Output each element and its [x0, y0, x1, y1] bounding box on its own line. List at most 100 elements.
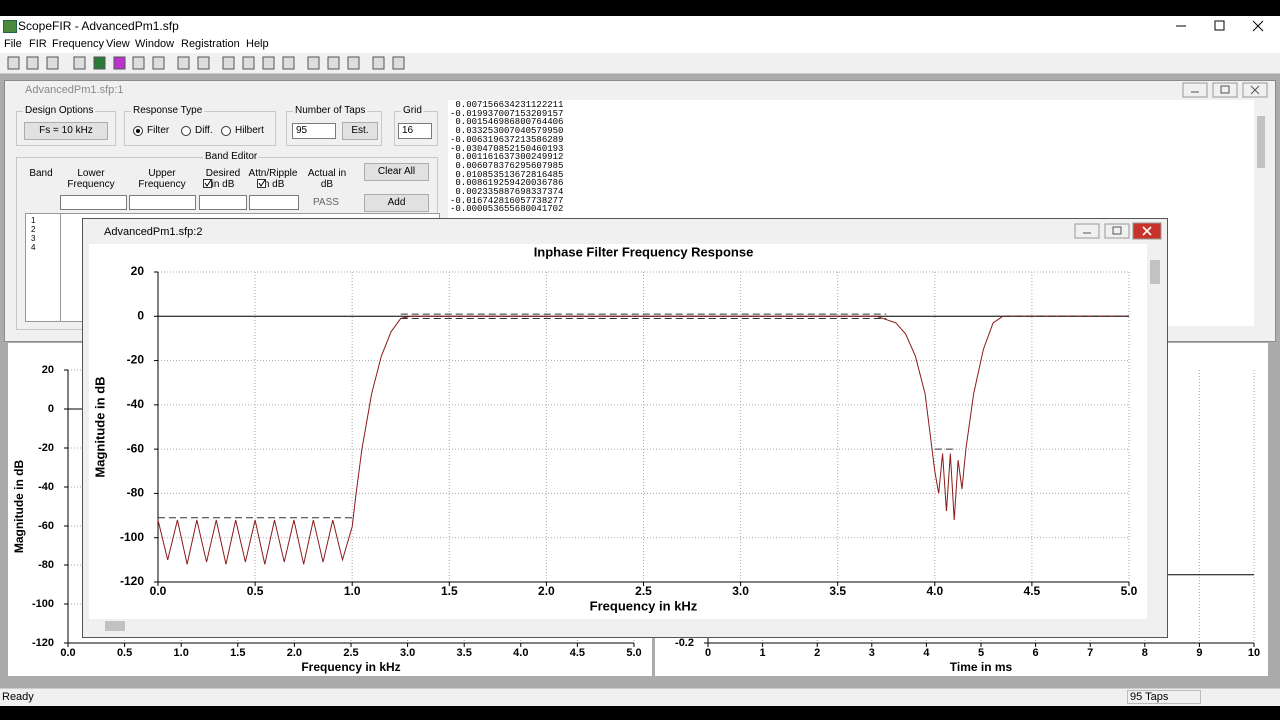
taps-input[interactable]: 95 — [292, 123, 336, 139]
menu-item[interactable]: Registration — [181, 38, 240, 50]
grid-group: Grid — [394, 105, 438, 146]
checkboxes[interactable] — [202, 178, 272, 190]
status-text: Ready — [2, 691, 34, 703]
y-axis-label: Magnitude in dB — [12, 460, 26, 554]
desired-input[interactable] — [199, 195, 247, 210]
x-tick-label: 0.5 — [247, 584, 264, 598]
y-tick-label: -20 — [38, 442, 54, 454]
group-label: Response Type — [131, 105, 205, 116]
group-label: Grid — [401, 105, 424, 116]
y-tick-label: 20 — [42, 364, 54, 376]
coefficient: -0.006319637213586289 — [450, 134, 564, 145]
x-tick-label: 1.0 — [174, 647, 189, 659]
x-tick-label: 3 — [869, 647, 875, 659]
y-tick-label: -40 — [38, 481, 54, 493]
design-options: Design Options — [16, 105, 116, 146]
plot-area — [89, 244, 1147, 619]
v-scrollbar[interactable] — [1147, 244, 1163, 619]
status-taps: 95 Taps — [1127, 690, 1201, 704]
radio-label: Filter — [147, 125, 170, 136]
menu-item[interactable]: Help — [246, 38, 269, 50]
app-icon — [3, 20, 17, 33]
x-tick-label: 1.0 — [344, 584, 361, 598]
upper-input[interactable] — [129, 195, 196, 210]
menu-item[interactable]: Frequency — [52, 38, 104, 50]
status-bar: Ready 95 Taps — [0, 688, 1280, 706]
y-tick-label: -80 — [38, 559, 54, 571]
x-tick-label: 2.0 — [538, 584, 555, 598]
actual-value: PASS — [313, 197, 339, 208]
x-tick-label: 8 — [1142, 647, 1148, 659]
x-tick-label: 2.0 — [287, 647, 302, 659]
scroll-thumb[interactable] — [1150, 260, 1160, 284]
scrollbar[interactable] — [1254, 100, 1268, 326]
x-tick-label: 6 — [1033, 647, 1039, 659]
mdi-controls[interactable] — [1181, 81, 1273, 99]
coefficient: -0.019937007153209157 — [450, 108, 564, 119]
scroll-thumb[interactable] — [1257, 116, 1265, 168]
toolbar-icons[interactable] — [0, 53, 420, 73]
x-tick-label: 0.5 — [117, 647, 132, 659]
x-tick-label: 5.0 — [1121, 584, 1138, 598]
plot-window: AdvancedPm1.sfp:2 — [82, 218, 1168, 638]
x-tick-label: 2.5 — [635, 584, 652, 598]
mdi-controls[interactable] — [1073, 222, 1165, 240]
y-tick-label: -80 — [127, 486, 145, 500]
x-tick-label: 10 — [1248, 647, 1260, 659]
menu-item[interactable]: View — [106, 38, 130, 50]
column-header: Actual in dB — [307, 168, 347, 190]
band-item: 1 — [31, 216, 36, 225]
menu-bar: File FIR Frequency View Window Registration He… — [0, 36, 1280, 53]
x-tick-label: 9 — [1196, 647, 1202, 659]
y-axis-label: Magnitude in dB — [92, 376, 107, 477]
window-controls[interactable] — [1160, 16, 1280, 36]
response-line — [157, 315, 1129, 565]
est-button[interactable]: Est. — [342, 122, 378, 140]
x-tick-label: 4.0 — [513, 647, 528, 659]
chart-title: Inphase Filter Frequency Response — [534, 244, 754, 259]
column-header: Lower Frequency — [67, 168, 115, 190]
toolbar — [0, 53, 1280, 74]
column-header: Band — [29, 168, 53, 179]
x-tick-label: 3.0 — [732, 584, 749, 598]
h-scrollbar[interactable] — [89, 619, 1147, 633]
scroll-thumb[interactable] — [105, 621, 125, 631]
x-tick-label: 4.5 — [570, 647, 585, 659]
y-tick-label: -20 — [127, 353, 145, 367]
coefficient: 0.001161637300249912 — [450, 152, 564, 163]
coefficient: 0.001546986800764406 — [450, 117, 564, 128]
group-label: Design Options — [23, 105, 96, 116]
y-tick-label: -100 — [32, 598, 54, 610]
column-header: Desired in dB — [205, 168, 241, 190]
coefficient: 0.008619259420036786 — [450, 178, 564, 189]
y-tick-label: 20 — [131, 264, 145, 278]
x-tick-label: 4 — [923, 647, 930, 659]
fs-button[interactable]: Fs = 10 kHz — [24, 122, 108, 140]
menu-item[interactable]: File — [4, 38, 22, 50]
attn-input[interactable] — [249, 195, 299, 210]
x-tick-label: 3.5 — [457, 647, 472, 659]
x-tick-label: 4.0 — [926, 584, 943, 598]
y-tick-label: 0 — [137, 308, 144, 322]
clear-button[interactable]: Clear All — [364, 163, 429, 181]
radios[interactable] — [132, 124, 272, 138]
menu-item[interactable]: Window — [135, 38, 175, 50]
x-tick-label: 0.0 — [150, 584, 167, 598]
x-tick-label: 0.0 — [60, 647, 75, 659]
app-title: ScopeFIR - AdvancedPm1.sfp — [18, 19, 179, 33]
coefficient: -0.000053655680041702 — [450, 204, 564, 215]
coefficient: 0.007156634231122211 — [450, 100, 564, 110]
radio-label: Hilbert — [235, 125, 264, 136]
window-title: AdvancedPm1.sfp:1 — [25, 84, 124, 96]
y-tick-label: -120 — [120, 574, 144, 588]
menu-item[interactable]: FIR — [29, 38, 47, 50]
x-tick-label: 3.0 — [400, 647, 415, 659]
y-tick-label: -60 — [127, 441, 145, 455]
lower-input[interactable] — [60, 195, 127, 210]
column-header: Upper Frequency — [138, 168, 186, 190]
x-tick-label: 3.5 — [829, 584, 846, 598]
add-button[interactable]: Add — [364, 194, 429, 212]
grid-input[interactable]: 16 — [398, 123, 432, 139]
x-tick-label: 1.5 — [441, 584, 458, 598]
